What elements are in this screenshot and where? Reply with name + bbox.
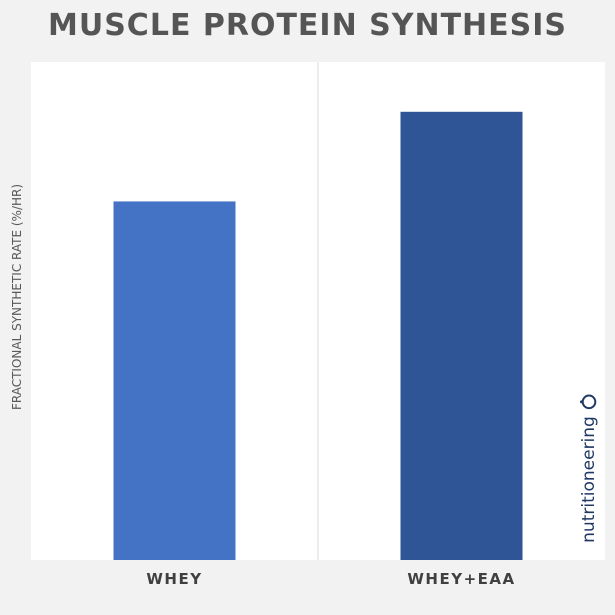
brand-ring-icon [580, 394, 597, 410]
y-axis-label: FRACTIONAL SYNTHETIC RATE (%/HR) [10, 183, 24, 411]
brand-logo: nutritioneering [579, 393, 599, 543]
bar-whey-eaa [400, 111, 523, 561]
brand-name: nutritioneering [579, 416, 599, 543]
bar-whey [113, 201, 236, 560]
x-tick-label-whey: WHEY [146, 570, 203, 588]
x-tick-label-whey-eaa: WHEY+EAA [407, 570, 516, 588]
chart-title: MUSCLE PROTEIN SYNTHESIS [47, 8, 568, 43]
